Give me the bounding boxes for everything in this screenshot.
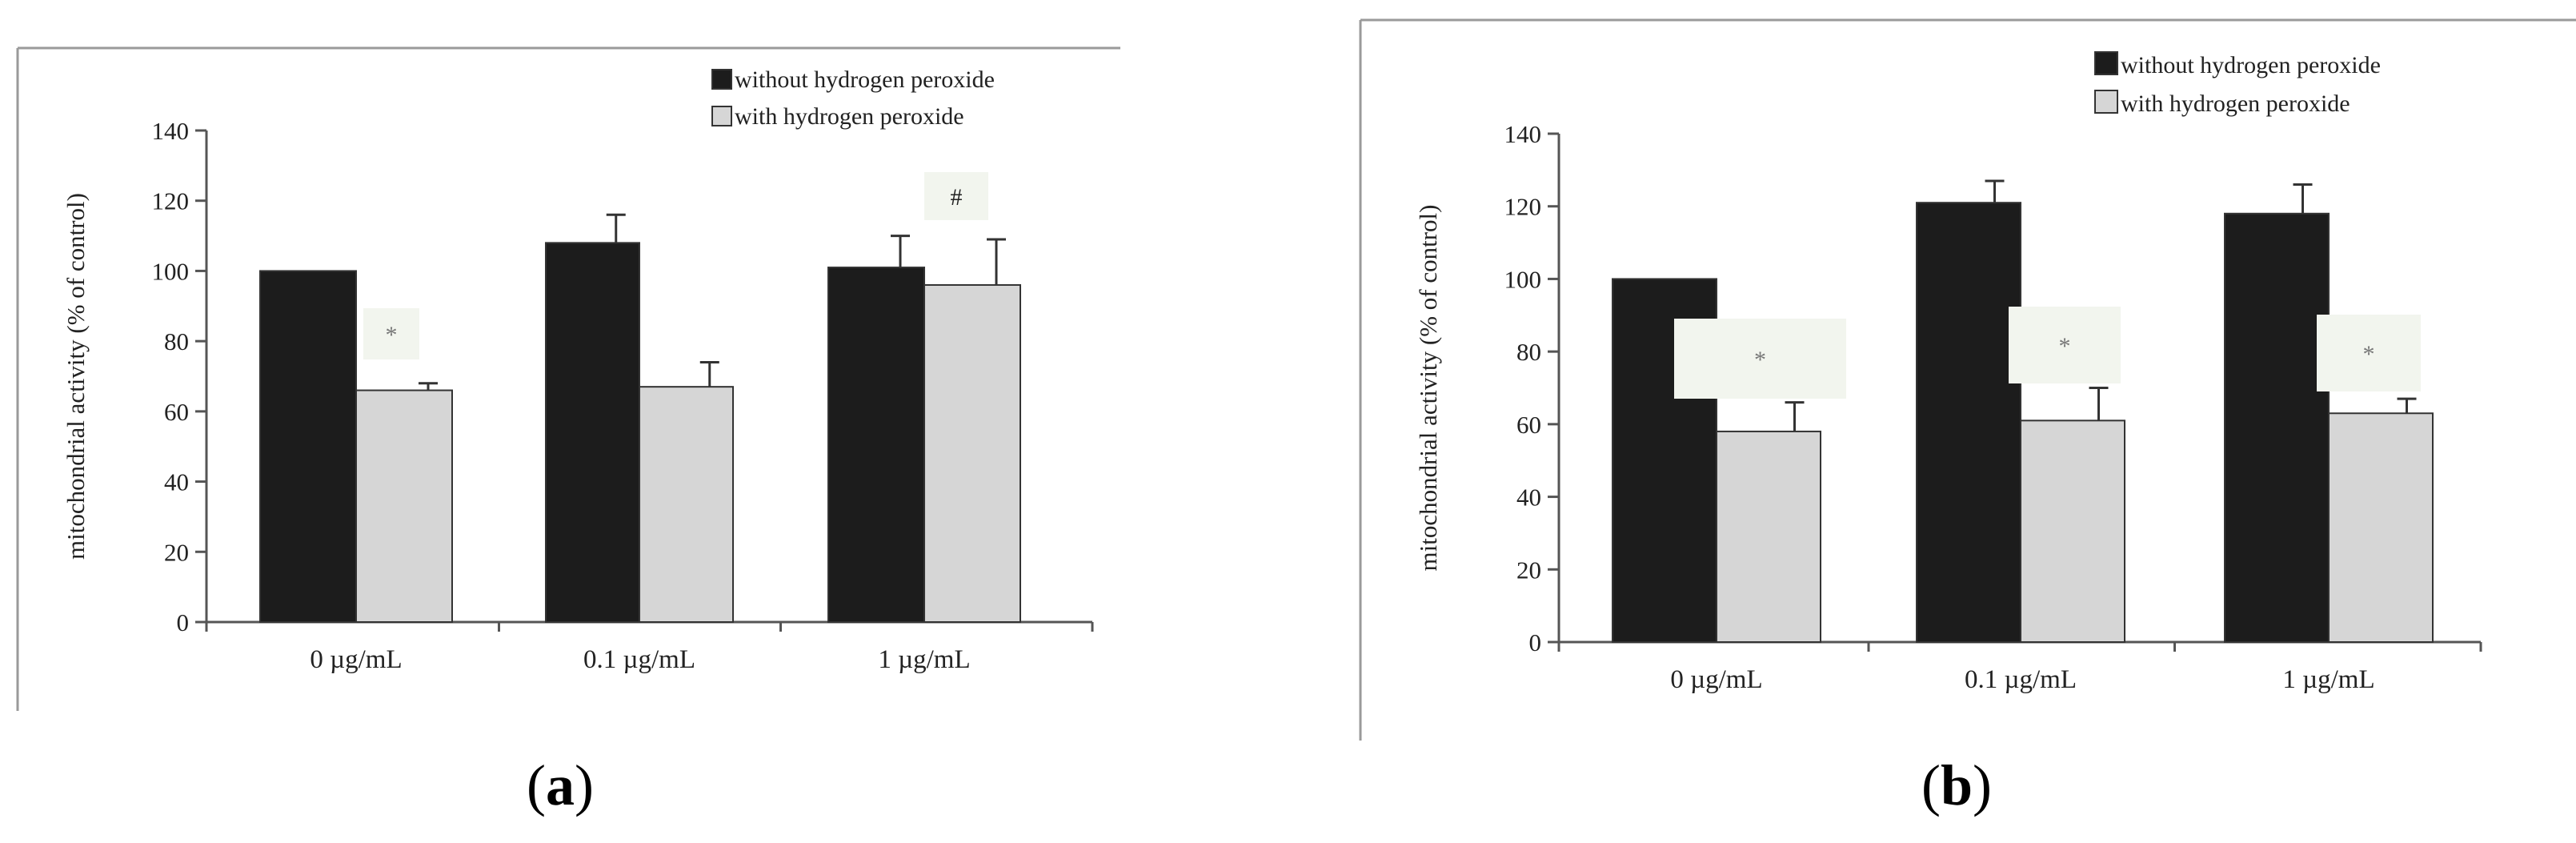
chart-panel-b: 0 20 40 60 80 100 120 140 mitochondrial activity… bbox=[1359, 18, 2576, 817]
panel-label: (b) bbox=[1921, 753, 1992, 817]
y-tick-label: 60 bbox=[164, 398, 189, 426]
significance-box bbox=[2317, 315, 2421, 391]
significance-box bbox=[2009, 307, 2121, 383]
significance-marker: * bbox=[386, 322, 398, 348]
y-tick-label: 140 bbox=[1504, 120, 1542, 148]
significance-box bbox=[924, 172, 988, 220]
significance-marker: # bbox=[951, 184, 963, 211]
legend-label: with hydrogen peroxide bbox=[2121, 90, 2350, 117]
bar-with-h2o2 bbox=[2020, 419, 2125, 643]
legend-swatch bbox=[711, 106, 732, 126]
legend-label: with hydrogen peroxide bbox=[735, 103, 964, 130]
bar-with-h2o2 bbox=[355, 389, 453, 623]
legend-swatch bbox=[2094, 51, 2118, 75]
x-tick-label: 0.1 µg/mL bbox=[583, 645, 695, 674]
y-tick-label: 40 bbox=[164, 468, 189, 496]
y-tick-label: 140 bbox=[152, 117, 190, 145]
y-tick-label: 120 bbox=[1504, 193, 1542, 221]
y-tick-label: 120 bbox=[152, 187, 190, 215]
y-axis-label: mitochondrial activity (% of control) bbox=[62, 193, 90, 560]
panel-label: (a) bbox=[527, 753, 594, 817]
y-tick-label: 20 bbox=[164, 538, 189, 566]
bar-with-h2o2 bbox=[923, 283, 1021, 623]
y-axis-label: mitochondrial activity (% of control) bbox=[1414, 205, 1442, 572]
y-tick-label: 60 bbox=[1516, 411, 1541, 439]
significance-box bbox=[363, 308, 419, 359]
significance-marker: * bbox=[2363, 341, 2375, 367]
legend-label: without hydrogen peroxide bbox=[2121, 52, 2381, 78]
y-tick-label: 80 bbox=[1516, 338, 1541, 366]
bar-without-h2o2 bbox=[2224, 212, 2330, 643]
y-tick-label: 80 bbox=[164, 327, 189, 355]
bar-with-h2o2 bbox=[1716, 430, 1821, 644]
legend-swatch bbox=[711, 69, 732, 90]
significance-box bbox=[1674, 319, 1846, 399]
bar-without-h2o2 bbox=[827, 267, 925, 623]
significance-marker: * bbox=[2059, 333, 2071, 359]
y-tick-label: 100 bbox=[152, 257, 190, 285]
bar-without-h2o2 bbox=[259, 270, 357, 623]
significance-marker: * bbox=[1754, 347, 1766, 373]
y-tick-label: 40 bbox=[1516, 484, 1541, 512]
chart-panel-a: 0 20 40 60 80 100 120 140 mitochondrial activity… bbox=[16, 46, 1120, 817]
y-tick-label: 20 bbox=[1516, 556, 1541, 584]
y-tick-label: 0 bbox=[177, 608, 190, 636]
legend-swatch bbox=[2094, 90, 2118, 114]
x-tick-label: 1 µg/mL bbox=[878, 645, 970, 674]
y-tick-label: 0 bbox=[1529, 628, 1542, 656]
x-tick-label: 0 µg/mL bbox=[310, 645, 402, 674]
x-tick-label: 0 µg/mL bbox=[1670, 665, 1762, 694]
bar-without-h2o2 bbox=[1916, 202, 2021, 643]
x-tick-label: 0.1 µg/mL bbox=[1965, 665, 2077, 694]
bar-without-h2o2 bbox=[545, 242, 640, 623]
x-tick-label: 1 µg/mL bbox=[2282, 665, 2374, 694]
y-tick-label: 100 bbox=[1504, 265, 1542, 293]
legend-label: without hydrogen peroxide bbox=[735, 66, 995, 93]
bar-with-h2o2 bbox=[639, 386, 734, 623]
bar-with-h2o2 bbox=[2328, 412, 2434, 643]
